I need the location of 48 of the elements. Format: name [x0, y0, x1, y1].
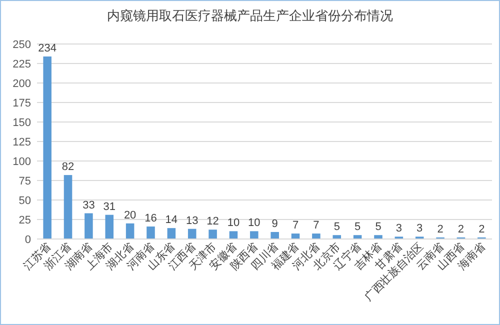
bar: [167, 228, 176, 239]
bar: [188, 228, 196, 239]
data-label: 5: [375, 221, 382, 234]
bar: [43, 56, 52, 239]
y-tick-label: 200: [12, 78, 31, 90]
data-label: 10: [227, 217, 240, 230]
data-label: 33: [82, 199, 95, 212]
data-label: 5: [334, 221, 340, 234]
y-tick-label: 50: [18, 195, 31, 207]
bar: [250, 231, 258, 239]
data-label: 7: [313, 220, 320, 232]
data-label: 3: [416, 222, 423, 235]
y-tick-label: 250: [12, 39, 31, 51]
y-tick-label: 175: [12, 98, 31, 110]
y-tick-label: 75: [18, 176, 31, 188]
y-tick-label: 25: [18, 214, 31, 226]
data-label: 2: [478, 223, 485, 236]
data-label: 20: [124, 209, 136, 222]
data-label: 13: [186, 214, 198, 227]
data-label: 2: [437, 223, 444, 236]
data-label: 16: [144, 212, 157, 225]
bar: [64, 175, 72, 239]
bar: [105, 214, 114, 239]
y-tick-label: 125: [12, 136, 31, 148]
data-label: 82: [62, 161, 74, 174]
data-label: 9: [272, 218, 278, 230]
y-tick-label: 100: [12, 156, 31, 168]
bar: [146, 226, 155, 239]
y-tick-label: 225: [12, 58, 31, 70]
data-label: 7: [292, 220, 299, 232]
y-tick-label: 150: [12, 117, 31, 129]
bar: [84, 213, 93, 239]
chart-title: 内窥镜用取石医疗器械产品生产企业省份分布情况: [107, 8, 393, 23]
bar: [208, 230, 217, 239]
bar: [270, 232, 279, 239]
data-label: 10: [248, 217, 260, 230]
data-label: 31: [103, 200, 116, 213]
data-label: 12: [206, 216, 219, 228]
y-tick-label: 0: [24, 234, 31, 246]
bar: [126, 223, 134, 239]
data-label: 2: [458, 223, 464, 236]
bar: [374, 235, 382, 239]
data-label: 5: [354, 221, 361, 234]
data-label: 3: [396, 222, 402, 235]
bar: [312, 234, 320, 239]
data-label: 14: [165, 214, 178, 226]
bar: [229, 231, 238, 239]
data-label: 234: [38, 42, 57, 54]
